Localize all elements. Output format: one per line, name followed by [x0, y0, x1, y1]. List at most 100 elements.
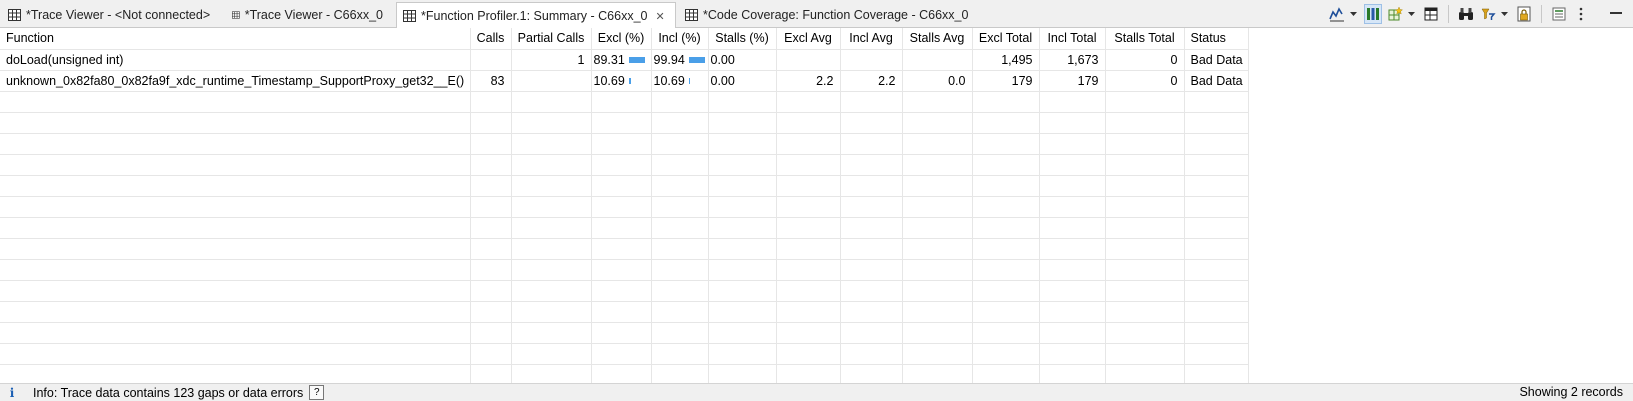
empty-cell — [651, 322, 709, 344]
empty-cell — [902, 196, 973, 218]
empty-cell — [840, 91, 903, 113]
empty-cell — [651, 364, 709, 383]
empty-cell — [708, 280, 777, 302]
empty-cell — [511, 112, 592, 134]
chart-view-icon[interactable] — [1328, 4, 1346, 24]
empty-cell — [1039, 301, 1106, 323]
empty-cell — [1105, 133, 1185, 155]
empty-cell — [972, 196, 1040, 218]
binoculars-icon[interactable] — [1457, 4, 1475, 24]
empty-cell — [902, 301, 973, 323]
column-header-incl-avg[interactable]: Incl Avg — [840, 28, 903, 50]
empty-cell — [776, 259, 841, 281]
column-header-calls[interactable]: Calls — [470, 28, 512, 50]
cell-excl-total: 179 — [972, 70, 1040, 92]
view-menu-icon[interactable] — [1572, 4, 1590, 24]
empty-cell — [902, 259, 973, 281]
chevron-down-icon[interactable] — [1348, 4, 1358, 24]
empty-cell — [0, 238, 471, 260]
empty-cell — [1105, 217, 1185, 239]
tab-function-profiler-summary[interactable]: *Function Profiler.1: Summary - C66xx_0 … — [396, 2, 676, 29]
column-header-excl-pct[interactable]: Excl (%) — [591, 28, 652, 50]
empty-cell — [0, 175, 471, 197]
cell-excl-pct: 89.31 — [591, 49, 652, 71]
help-button[interactable]: ? — [309, 385, 325, 400]
column-header-partial-calls[interactable]: Partial Calls — [511, 28, 592, 50]
column-header-incl-pct[interactable]: Incl (%) — [651, 28, 709, 50]
empty-cell — [902, 112, 973, 134]
empty-cell — [1105, 112, 1185, 134]
empty-cell — [591, 112, 652, 134]
minimize-icon[interactable] — [1607, 4, 1625, 24]
tab-trace-viewer-c66xx[interactable]: *Trace Viewer - C66xx_0 — [226, 2, 383, 28]
empty-cell — [1184, 133, 1249, 155]
empty-cell — [511, 175, 592, 197]
empty-cell — [1184, 280, 1249, 302]
empty-cell — [840, 196, 903, 218]
column-header-excl-avg[interactable]: Excl Avg — [776, 28, 841, 50]
chevron-down-icon[interactable] — [1406, 4, 1416, 24]
table-row[interactable]: unknown_0x82fa80_0x82fa9f_xdc_runtime_Ti… — [0, 70, 1249, 92]
empty-cell — [0, 133, 471, 155]
empty-cell — [470, 238, 512, 260]
empty-cell — [972, 238, 1040, 260]
column-header-status[interactable]: Status — [1184, 28, 1249, 50]
cell-status: Bad Data — [1184, 70, 1249, 92]
empty-cell — [902, 238, 973, 260]
table-header-row: Function Calls Partial Calls Excl (%) In… — [0, 28, 1249, 50]
empty-cell — [1039, 217, 1106, 239]
cell-partial-calls — [511, 70, 592, 92]
record-count: Showing 2 records — [1519, 385, 1623, 399]
chevron-down-icon[interactable] — [1499, 4, 1509, 24]
grid-add-icon[interactable] — [1386, 4, 1404, 24]
table-icon[interactable] — [1422, 4, 1440, 24]
empty-cell — [511, 91, 592, 113]
column-header-stalls-avg[interactable]: Stalls Avg — [902, 28, 973, 50]
empty-cell — [776, 91, 841, 113]
empty-cell — [0, 322, 471, 344]
empty-cell — [1184, 259, 1249, 281]
column-header-incl-total[interactable]: Incl Total — [1039, 28, 1106, 50]
column-header-stalls-pct[interactable]: Stalls (%) — [708, 28, 777, 50]
empty-cell — [0, 259, 471, 281]
empty-cell — [776, 322, 841, 344]
close-icon[interactable]: ✕ — [655, 10, 665, 23]
excl-pct-value: 89.31 — [593, 52, 625, 67]
empty-cell — [470, 343, 512, 365]
column-layout-icon[interactable] — [1364, 4, 1382, 24]
editor-tab-bar: *Trace Viewer - <Not connected> *Trace V… — [0, 0, 1633, 29]
filter-icon[interactable] — [1479, 4, 1497, 24]
empty-cell — [776, 112, 841, 134]
empty-cell — [902, 343, 973, 365]
empty-row — [0, 175, 1249, 197]
lock-icon[interactable] — [1515, 4, 1533, 24]
excl-pct-bar — [628, 57, 645, 64]
empty-cell — [1184, 364, 1249, 383]
empty-cell — [840, 259, 903, 281]
empty-row — [0, 217, 1249, 239]
empty-cell — [972, 259, 1040, 281]
empty-cell — [0, 217, 471, 239]
empty-cell — [1039, 259, 1106, 281]
empty-cell — [972, 301, 1040, 323]
profiler-grid: Function Calls Partial Calls Excl (%) In… — [0, 28, 1249, 383]
empty-cell — [776, 280, 841, 302]
tab-code-coverage[interactable]: *Code Coverage: Function Coverage - C66x… — [679, 2, 979, 28]
empty-cell — [651, 154, 709, 176]
empty-cell — [840, 301, 903, 323]
empty-cell — [1039, 322, 1106, 344]
empty-cell — [776, 133, 841, 155]
column-header-excl-total[interactable]: Excl Total — [972, 28, 1040, 50]
empty-cell — [511, 238, 592, 260]
tab-trace-viewer-not-connected[interactable]: *Trace Viewer - <Not connected> — [2, 2, 224, 28]
empty-cell — [972, 154, 1040, 176]
empty-cell — [840, 343, 903, 365]
table-row[interactable]: doLoad(unsigned int) 1 89.31 99.94 0.00 … — [0, 49, 1249, 71]
column-header-function[interactable]: Function — [0, 28, 471, 50]
column-header-stalls-total[interactable]: Stalls Total — [1105, 28, 1185, 50]
minimize-view-icon[interactable] — [1550, 4, 1568, 24]
empty-cell — [902, 217, 973, 239]
empty-cell — [1039, 280, 1106, 302]
empty-cell — [511, 154, 592, 176]
incl-pct-value: 10.69 — [653, 73, 685, 88]
